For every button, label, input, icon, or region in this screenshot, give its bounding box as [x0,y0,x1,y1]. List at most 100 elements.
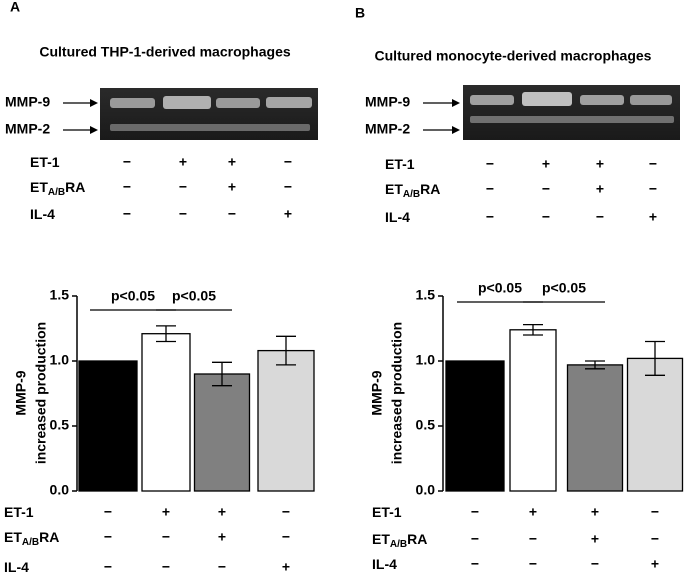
label-part: ET [372,531,390,547]
bar [257,349,315,492]
y-axis-label: MMP-9 [13,370,29,415]
treatment-sign: + [218,529,226,545]
treatment-sign: − [651,504,659,520]
treatment-sign: − [542,181,550,197]
treatment-label: IL-4 [4,559,29,575]
treatment-sign: − [596,209,604,225]
label-part: RA [39,529,59,545]
treatment-label: ET-1 [30,154,60,170]
treatment-label: IL-4 [385,209,410,225]
treatment-sign: + [162,504,170,520]
treatment-sign: − [104,529,112,545]
gel-title: Cultured THP-1-derived macrophages [39,44,290,60]
treatment-sign: − [123,154,131,170]
label-part: RA [420,181,440,197]
treatment-sign: − [649,156,657,172]
band-arrowhead [90,99,98,107]
label-part: ET [4,529,22,545]
y-tick-label: 0.0 [50,482,70,498]
significance-label: p<0.05 [542,280,586,296]
error-bar [156,325,176,343]
treatment-sign: − [123,179,131,195]
treatment-label: ET-1 [385,156,415,172]
label-subscript: A/B [22,537,39,548]
treatment-sign: + [529,504,537,520]
gel-image [463,85,680,140]
error-bar [523,323,543,336]
treatment-sign: − [486,156,494,172]
band-arrowhead [452,126,460,134]
band-label: MMP-9 [365,94,410,110]
error-bar [276,335,296,366]
y-tick-label: 1.5 [50,287,70,303]
treatment-label: IL-4 [30,206,55,222]
treatment-sign: + [228,154,236,170]
treatment-sign: + [542,156,550,172]
treatment-sign: − [471,504,479,520]
label-part: ET [30,179,48,195]
treatment-sign: − [471,556,479,572]
bar [509,329,557,492]
band-label: MMP-2 [365,121,410,137]
gel-title: Cultured monocyte-derived macrophages [375,48,652,64]
error-bar [645,340,665,376]
y-axis-label: increased production [33,322,49,464]
treatment-sign: + [284,206,292,222]
treatment-sign: + [591,504,599,520]
y-tick-label: 1.0 [50,352,70,368]
gel-image [100,88,318,140]
treatment-label: ETA/BRA [30,179,85,198]
treatment-sign: + [179,154,187,170]
treatment-sign: + [596,156,604,172]
treatment-sign: − [228,206,236,222]
band-label: MMP-9 [5,94,50,110]
treatment-label: ETA/BRA [385,181,440,200]
label-part: ET-1 [385,156,415,172]
band-label: MMP-2 [5,121,50,137]
treatment-sign: + [228,179,236,195]
treatment-sign: + [591,531,599,547]
y-tick-label: 0.5 [50,417,70,433]
bar [626,357,684,492]
y-tick-label: 1.5 [416,287,436,303]
label-part: ET-1 [372,504,402,520]
treatment-sign: − [282,504,290,520]
bar [141,333,191,492]
y-tick-label: 0.5 [416,417,436,433]
treatment-sign: − [542,209,550,225]
treatment-sign: − [486,209,494,225]
error-bar [585,360,605,370]
label-part: ET-1 [30,154,60,170]
label-subscript: A/B [403,189,420,200]
label-part: IL-4 [30,206,55,222]
treatment-sign: + [649,209,657,225]
treatment-sign: − [651,531,659,547]
panel-label: A [10,0,20,15]
label-part: ET-1 [4,504,34,520]
significance-label: p<0.05 [172,288,216,304]
treatment-sign: + [651,556,659,572]
error-bar [212,361,232,387]
treatment-sign: − [649,181,657,197]
y-axis-label: increased production [389,322,405,464]
treatment-sign: − [284,154,292,170]
treatment-label: IL-4 [372,556,397,572]
treatment-sign: − [284,179,292,195]
treatment-sign: − [104,504,112,520]
y-tick-label: 0.0 [416,482,436,498]
band-arrowhead [90,126,98,134]
label-subscript: A/B [48,187,65,198]
treatment-sign: − [471,531,479,547]
bar [566,364,624,492]
treatment-sign: − [179,206,187,222]
treatment-label: ETA/BRA [4,529,59,548]
significance-label: p<0.05 [478,280,522,296]
band-arrowhead [452,99,460,107]
treatment-sign: − [529,531,537,547]
treatment-sign: − [591,556,599,572]
y-axis-label: MMP-9 [369,370,385,415]
treatment-sign: − [104,559,112,575]
bar [78,360,138,492]
treatment-sign: − [486,181,494,197]
